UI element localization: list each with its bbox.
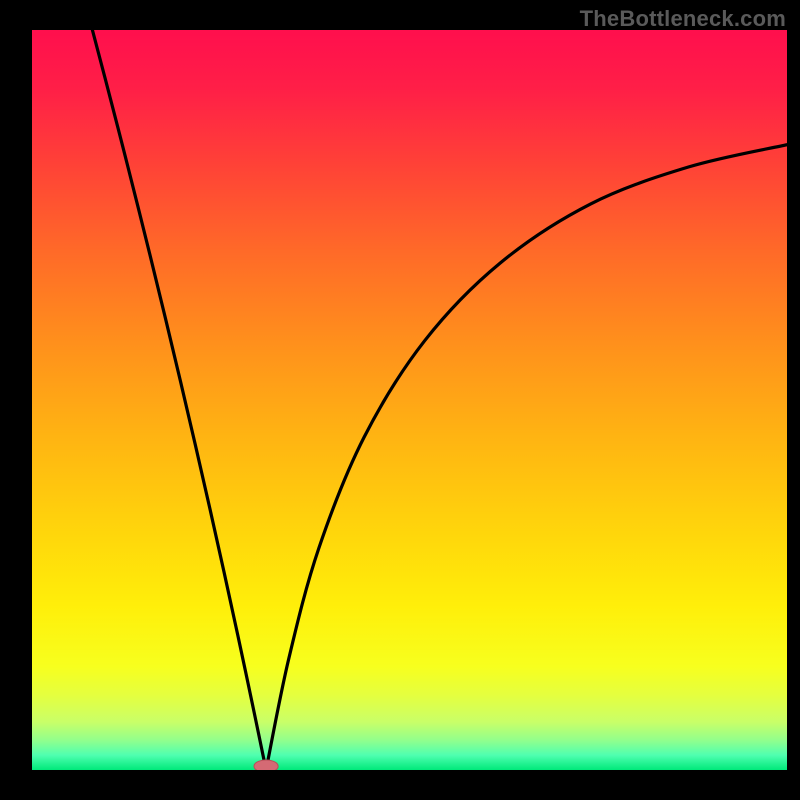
gradient-chart (32, 30, 787, 770)
watermark-text: TheBottleneck.com (580, 6, 786, 32)
notch-marker (254, 760, 278, 770)
plot-area (32, 30, 787, 770)
gradient-background (32, 30, 787, 770)
